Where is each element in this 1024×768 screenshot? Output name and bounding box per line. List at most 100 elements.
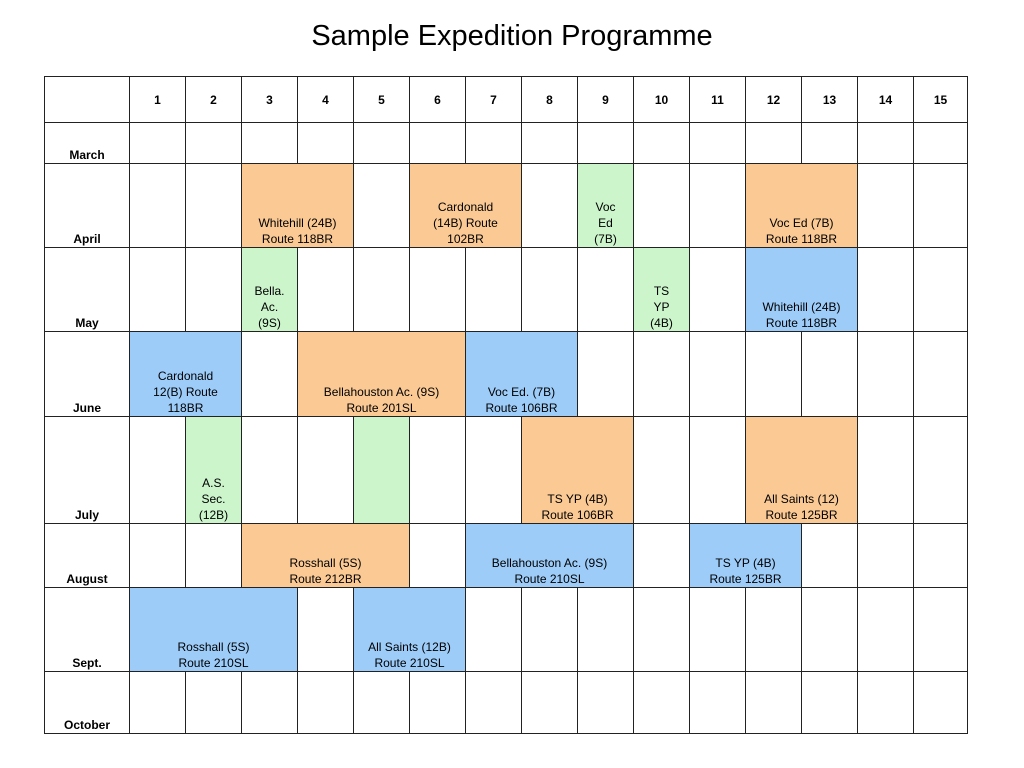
empty-cell [745,586,802,672]
empty-cell [521,247,578,333]
month-row: June Cardonald 12(B) Route 118BR Bellahous… [44,331,968,417]
empty-cell [353,163,410,249]
week-header-12: 12 [745,75,802,124]
empty-cell [801,331,858,417]
empty-cell [521,122,578,165]
month-row: Sept. Rosshall (5S) Route 210SL All Saints… [44,586,968,672]
empty-cell [185,122,242,165]
month-label: July [44,415,130,524]
empty-cell [185,247,242,333]
empty-cell [577,586,634,672]
week-header-14: 14 [857,75,914,124]
week-header-8: 8 [521,75,578,124]
expedition-block: Cardonald (14B) Route 102BR [409,163,522,249]
expedition-block [353,415,410,524]
expedition-block: Bellahouston Ac. (9S) Route 210SL [465,522,634,588]
empty-cell [409,670,466,735]
expedition-block: TS YP (4B) Route 125BR [689,522,802,588]
empty-cell [801,586,858,672]
empty-cell [241,670,298,735]
week-header-3: 3 [241,75,298,124]
corner-cell [44,75,130,124]
expedition-block: TS YP (4B) Route 106BR [521,415,634,524]
empty-cell [745,331,802,417]
empty-cell [913,586,968,672]
month-label: Sept. [44,586,130,672]
empty-cell [185,670,242,735]
empty-cell [465,122,522,165]
empty-cell [353,122,410,165]
empty-cell [465,247,522,333]
empty-cell [913,331,968,417]
empty-cell [353,670,410,735]
empty-cell [129,247,186,333]
empty-cell [185,522,242,588]
week-header-5: 5 [353,75,410,124]
month-row: August Rosshall (5S) Route 212BR Bellahous… [44,522,968,588]
empty-cell [689,247,746,333]
empty-cell [241,331,298,417]
empty-cell [297,122,354,165]
empty-cell [857,586,914,672]
month-row: May Bella. Ac. (9S) TS YP (4B) Whitehill (2… [44,247,968,333]
empty-cell [745,670,802,735]
empty-cell [297,247,354,333]
month-row: July A.S. Sec. (12B) TS YP (4B) Route 106B… [44,415,968,524]
month-label: May [44,247,130,333]
empty-cell [689,586,746,672]
month-row: March [44,122,968,165]
empty-cell [353,247,410,333]
empty-cell [465,586,522,672]
empty-cell [409,122,466,165]
expedition-block: Bella. Ac. (9S) [241,247,298,333]
empty-cell [633,415,690,524]
empty-cell [465,415,522,524]
empty-cell [913,670,968,735]
empty-cell [857,163,914,249]
month-label: March [44,122,130,165]
month-label: June [44,331,130,417]
expedition-block: Rosshall (5S) Route 212BR [241,522,410,588]
page-title: Sample Expedition Programme [311,20,713,52]
expedition-block: Bellahouston Ac. (9S) Route 201SL [297,331,466,417]
week-header-1: 1 [129,75,186,124]
empty-cell [913,247,968,333]
week-header-10: 10 [633,75,690,124]
expedition-block: Voc Ed. (7B) Route 106BR [465,331,578,417]
empty-cell [577,670,634,735]
expedition-block: TS YP (4B) [633,247,690,333]
empty-cell [857,122,914,165]
week-header-9: 9 [577,75,634,124]
empty-cell [857,415,914,524]
week-header-4: 4 [297,75,354,124]
empty-cell [409,522,466,588]
empty-cell [913,122,968,165]
week-header-13: 13 [801,75,858,124]
empty-cell [633,670,690,735]
empty-cell [409,415,466,524]
empty-cell [297,415,354,524]
empty-cell [913,415,968,524]
empty-cell [801,122,858,165]
empty-cell [129,522,186,588]
empty-cell [689,670,746,735]
expedition-block: A.S. Sec. (12B) [185,415,242,524]
empty-cell [129,163,186,249]
empty-cell [801,670,858,735]
empty-cell [633,122,690,165]
expedition-block: Whitehill (24B) Route 118BR [745,247,858,333]
empty-cell [857,670,914,735]
empty-cell [633,331,690,417]
expedition-block: Voc Ed (7B) [577,163,634,249]
month-row: October [44,670,968,735]
empty-cell [857,247,914,333]
empty-cell [577,122,634,165]
empty-cell [689,122,746,165]
empty-cell [633,586,690,672]
empty-cell [521,670,578,735]
empty-cell [129,670,186,735]
empty-cell [857,522,914,588]
expedition-block: All Saints (12B) Route 210SL [353,586,466,672]
week-header-6: 6 [409,75,466,124]
month-label: April [44,163,130,249]
